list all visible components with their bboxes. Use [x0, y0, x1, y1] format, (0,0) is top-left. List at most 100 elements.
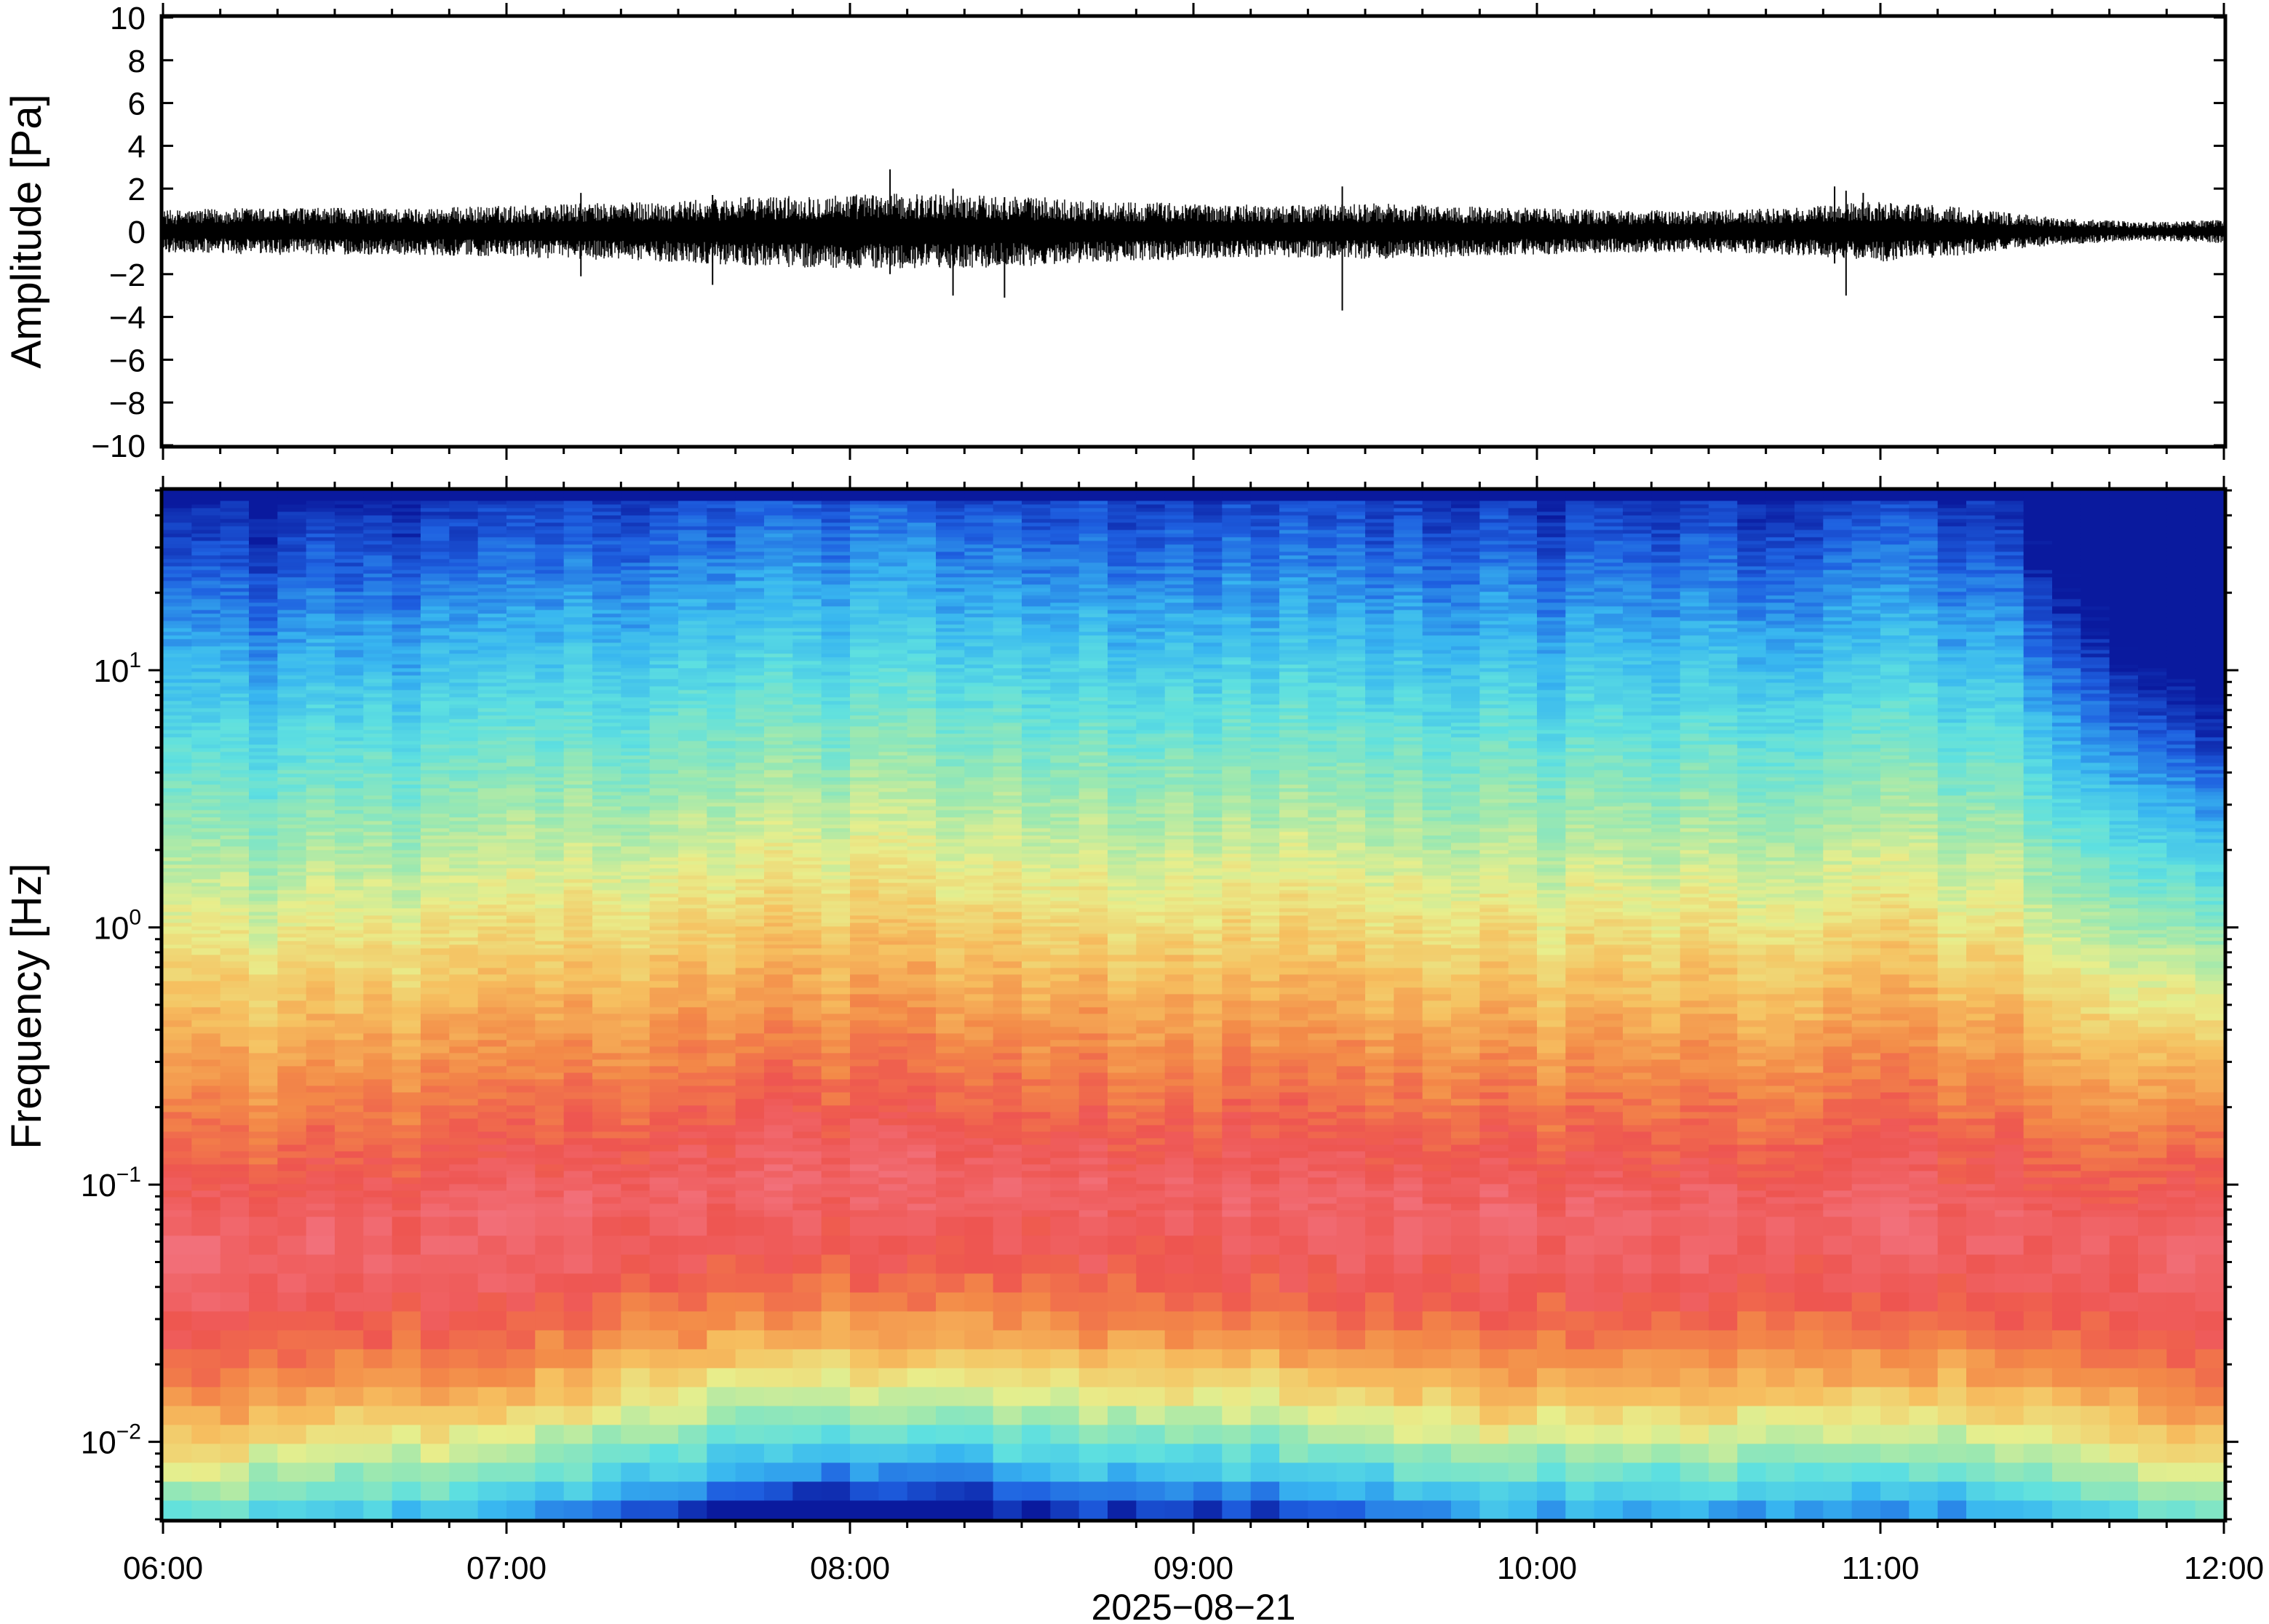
spectrogram-column — [2195, 490, 2224, 1519]
spectrogram-x-axis-label: 2025−08−21 — [1092, 1587, 1296, 1624]
spectrogram-column — [1651, 490, 1681, 1519]
spectrogram-column — [735, 490, 765, 1519]
spectrogram-x-tick-label: 12:00 — [2184, 1551, 2264, 1586]
spectrogram-cells — [163, 490, 2224, 1519]
waveform-y-tick-label: 0 — [128, 215, 146, 250]
waveform-y-tick-label: −8 — [109, 386, 146, 421]
spectrogram-column — [1594, 490, 1624, 1519]
spectrogram-column — [1709, 490, 1738, 1519]
spectrogram-column — [1851, 490, 1881, 1519]
spectrogram-column — [1537, 490, 1566, 1519]
spectrogram-column — [563, 490, 593, 1519]
spectrogram-column — [191, 490, 221, 1519]
spectrogram-column — [335, 490, 364, 1519]
spectrogram-column — [1880, 490, 1910, 1519]
spectrogram-column — [1108, 490, 1137, 1519]
spectrogram-column — [277, 490, 307, 1519]
spectrogram-column — [907, 490, 937, 1519]
spectrogram-column — [964, 490, 994, 1519]
spectrogram-column — [306, 490, 335, 1519]
spectrogram-column — [1995, 490, 2024, 1519]
spectrogram-column — [1737, 490, 1767, 1519]
waveform-y-tick-label: 8 — [128, 44, 146, 79]
spectrogram-column — [1765, 490, 1795, 1519]
waveform-traces — [163, 169, 2224, 311]
spectrogram-column — [1193, 490, 1223, 1519]
spectrogram-column — [1365, 490, 1394, 1519]
waveform-y-axis-label: Amplitude [Pa] — [3, 94, 50, 368]
waveform-y-tick-label: −2 — [109, 258, 146, 293]
spectrogram-column — [1909, 490, 1939, 1519]
spectrogram-column — [850, 490, 879, 1519]
spectrogram-column — [1250, 490, 1280, 1519]
spectrogram-column — [1136, 490, 1166, 1519]
spectrogram-column — [392, 490, 421, 1519]
spectrogram-column — [249, 490, 278, 1519]
spectrogram-column — [678, 490, 707, 1519]
spectrogram-column — [1279, 490, 1308, 1519]
spectrogram-column — [1966, 490, 1995, 1519]
spectrogram-column — [220, 490, 250, 1519]
spectrogram-column — [2109, 490, 2139, 1519]
spectrogram-column — [506, 490, 536, 1519]
spectrogram-column — [1336, 490, 1366, 1519]
spectrogram-column — [2081, 490, 2110, 1519]
waveform-y-tick-label: 2 — [128, 172, 146, 207]
spectrogram-column — [1050, 490, 1080, 1519]
spectrogram-column — [535, 490, 565, 1519]
spectrogram-column — [1022, 490, 1051, 1519]
spectrogram-column — [1623, 490, 1652, 1519]
spectrogram-column — [592, 490, 621, 1519]
waveform-y-tick-label: −10 — [91, 429, 146, 464]
spectrogram-column — [1937, 490, 1967, 1519]
spectrogram-x-tick-label: 10:00 — [1497, 1551, 1577, 1586]
spectrogram-column — [792, 490, 822, 1519]
waveform-panel: 10 8 6 4 2 0 −2 −4 −6 −8 −10 Amplitude [Pa] — [3, 1, 2228, 464]
spectrogram-column — [1479, 490, 1509, 1519]
spectrogram-frame — [159, 487, 2228, 1523]
spectrogram-column — [1451, 490, 1480, 1519]
spectrogram-column — [477, 490, 507, 1519]
spectrogram-column — [363, 490, 393, 1519]
spectrogram-y-tick-label: 100 — [93, 906, 141, 947]
spectrogram-column — [1394, 490, 1423, 1519]
spectrogram-column — [649, 490, 679, 1519]
spectrogram-column — [993, 490, 1022, 1519]
spectrogram-y-tick-label: 101 — [93, 648, 141, 689]
spectrogram-panel: 10−2 10−1 100 101 06:00 07:00 08:00 09:00 10:00… — [3, 476, 2264, 1624]
waveform-trace — [163, 194, 2224, 269]
spectrogram-y-tick-label: 10−1 — [81, 1163, 141, 1203]
waveform-y-tick-label: −6 — [109, 343, 146, 378]
spectrogram-column — [1308, 490, 1338, 1519]
spectrogram-column — [2138, 490, 2167, 1519]
spectrogram-column — [163, 490, 192, 1519]
spectrogram-column — [2052, 490, 2081, 1519]
spectrogram-x-tick-label: 09:00 — [1153, 1551, 1233, 1586]
spectrogram-x-tick-label: 06:00 — [123, 1551, 203, 1586]
spectrogram-column — [878, 490, 908, 1519]
spectrogram-column — [2023, 490, 2053, 1519]
spectrogram-column — [1508, 490, 1538, 1519]
spectrogram-column — [449, 490, 479, 1519]
spectrogram-y-tick-label: 10−2 — [81, 1420, 141, 1461]
spectrogram-column — [1078, 490, 1108, 1519]
spectrogram-column — [421, 490, 450, 1519]
spectrogram-column — [1222, 490, 1252, 1519]
spectrogram-x-tick-label: 08:00 — [810, 1551, 890, 1586]
waveform-y-tick-label: 4 — [128, 129, 146, 164]
spectrogram-column — [821, 490, 851, 1519]
waveform-y-ticks: 10 8 6 4 2 0 −2 −4 −6 −8 −10 — [91, 1, 2225, 464]
spectrogram-column — [1164, 490, 1194, 1519]
waveform-y-tick-label: 6 — [128, 87, 146, 122]
spectrogram-column — [1795, 490, 1824, 1519]
spectrogram-x-tick-label: 07:00 — [466, 1551, 547, 1586]
spectrogram-column — [1422, 490, 1452, 1519]
spectrogram-column — [936, 490, 965, 1519]
spectrogram-column — [707, 490, 736, 1519]
spectrogram-column — [2166, 490, 2196, 1519]
spectrogram-column — [621, 490, 651, 1519]
spectrogram-column — [1680, 490, 1709, 1519]
waveform-y-tick-label: 10 — [110, 1, 146, 36]
spectrogram-column — [764, 490, 793, 1519]
